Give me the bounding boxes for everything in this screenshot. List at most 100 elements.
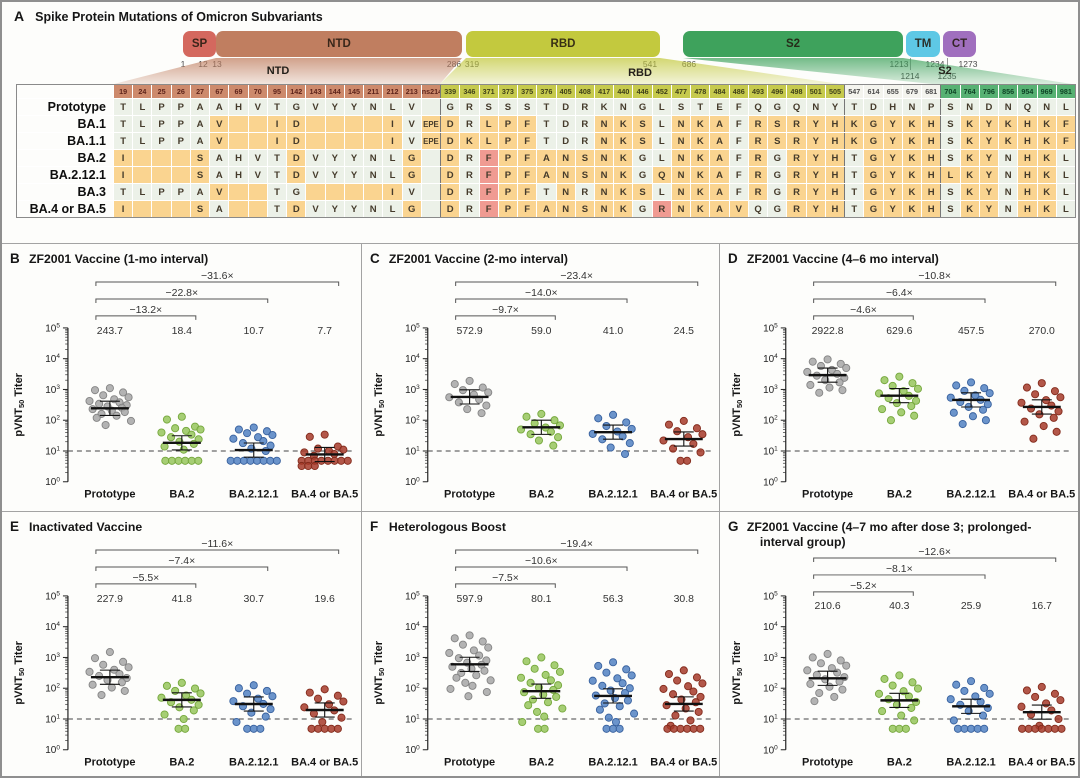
- position-label: 376: [537, 85, 556, 98]
- aa-cell: T: [114, 133, 133, 149]
- x-tick-label: Prototype: [84, 756, 135, 768]
- data-point: [337, 713, 346, 722]
- x-tick-label: BA.2: [887, 756, 912, 768]
- data-point: [458, 640, 467, 649]
- data-point: [954, 724, 963, 733]
- data-point: [266, 704, 275, 713]
- data-point: [307, 724, 316, 733]
- data-point: [1038, 379, 1047, 388]
- position-label: 145: [344, 85, 364, 98]
- data-point: [88, 680, 97, 689]
- data-point: [320, 685, 329, 694]
- aa-cell: [306, 116, 325, 132]
- panel-letter: F: [370, 519, 378, 534]
- data-point: [615, 701, 624, 710]
- data-point: [682, 724, 691, 733]
- fold-label: −4.6×: [850, 305, 877, 316]
- aa-cell: L: [652, 150, 671, 166]
- data-point: [627, 671, 636, 680]
- aa-cell: N: [999, 99, 1018, 115]
- aa-cell: P: [152, 184, 171, 200]
- data-point: [1057, 724, 1066, 733]
- data-point: [1024, 724, 1034, 733]
- data-point: [478, 637, 487, 646]
- error-bar: [305, 702, 344, 718]
- data-point: [1031, 692, 1040, 701]
- aa-cell: [133, 167, 152, 183]
- variant-label: BA.1: [17, 116, 113, 132]
- aa-cell: G: [864, 167, 883, 183]
- data-point: [1050, 413, 1059, 422]
- gmt-label: 457.5: [958, 326, 984, 337]
- y-tick-label: 105: [763, 322, 778, 334]
- aa-cell: H: [229, 167, 248, 183]
- aa-cell: Y: [979, 133, 999, 149]
- aa-cell: L: [1056, 184, 1075, 200]
- aa-cell: L: [1056, 201, 1075, 217]
- data-point: [875, 689, 884, 698]
- aa-cell: G: [287, 99, 306, 115]
- data-point: [815, 388, 824, 397]
- aa-cell: S: [671, 99, 691, 115]
- y-tick-label: 101: [405, 713, 420, 725]
- data-point: [107, 683, 116, 692]
- data-point: [823, 649, 832, 658]
- data-point: [305, 688, 314, 697]
- data-point: [533, 724, 542, 733]
- data-point: [1031, 390, 1040, 399]
- position-label: 954: [1018, 85, 1037, 98]
- data-point: [668, 689, 677, 698]
- aa-cell: Q: [652, 167, 671, 183]
- aa-cell: S: [575, 201, 594, 217]
- data-point: [555, 667, 564, 676]
- aa-cell: [325, 184, 344, 200]
- data-point: [90, 653, 100, 662]
- domain-TM: TM: [906, 31, 940, 57]
- domain-CT: CT: [943, 31, 976, 57]
- aa-cell: Q: [748, 201, 768, 217]
- data-point: [483, 388, 492, 397]
- aa-cell: V: [210, 184, 229, 200]
- error-bar: [522, 419, 560, 435]
- aa-cell: L: [1056, 99, 1075, 115]
- aa-cell: Y: [979, 116, 999, 132]
- fold-bracket: [454, 549, 698, 554]
- data-point: [546, 676, 555, 685]
- aa-cell: G: [768, 184, 787, 200]
- gmt-label: 59.0: [531, 326, 552, 337]
- position-label: 375: [518, 85, 537, 98]
- aa-cell: A: [210, 201, 229, 217]
- fold-bracket: [813, 281, 1057, 286]
- data-point: [979, 405, 988, 414]
- error-bar: [234, 696, 273, 712]
- aa-cell: G: [633, 150, 652, 166]
- connector-label-RBD: RBD: [628, 67, 652, 79]
- aa-cell: K: [614, 167, 633, 183]
- error-bar: [90, 669, 129, 685]
- position-label: 371: [479, 85, 498, 98]
- aa-cell: H: [1018, 201, 1037, 217]
- aa-cell: I: [267, 133, 287, 149]
- data-point: [842, 363, 851, 373]
- data-point: [952, 680, 961, 689]
- fold-bracket: [95, 566, 269, 571]
- data-point: [806, 679, 815, 688]
- data-point: [92, 413, 101, 422]
- data-point: [249, 680, 258, 690]
- data-point: [888, 681, 898, 690]
- aa-cell: N: [960, 99, 979, 115]
- aa-cell: [344, 133, 364, 149]
- aa-cell: [229, 116, 248, 132]
- aa-cell: T: [845, 184, 864, 200]
- data-point: [266, 456, 275, 465]
- data-point: [187, 456, 196, 465]
- aa-cell: K: [960, 167, 979, 183]
- aa-cell: S: [768, 116, 787, 132]
- data-point: [676, 724, 685, 733]
- aa-cell: K: [902, 167, 922, 183]
- aa-cell: S: [941, 116, 960, 132]
- data-point: [662, 724, 672, 733]
- data-point: [615, 724, 624, 733]
- position-label: 24: [133, 85, 152, 98]
- aa-cell: Q: [1018, 99, 1037, 115]
